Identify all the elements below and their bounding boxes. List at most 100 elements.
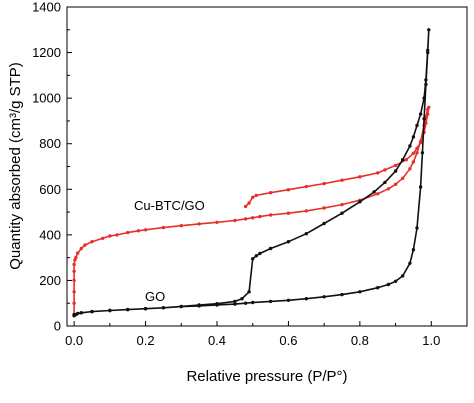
y-tick-label: 1000	[32, 91, 61, 106]
data-point-go	[304, 297, 308, 301]
data-point-cu-btc-go	[72, 301, 76, 305]
x-tick-label: 0.8	[351, 333, 369, 348]
data-point-cu-btc-go	[286, 211, 291, 215]
y-tick-label: 1400	[32, 0, 61, 15]
data-point-go	[286, 240, 291, 244]
x-axis-label: Relative pressure (P/P°)	[186, 368, 347, 385]
data-point-go	[393, 169, 398, 173]
y-tick-label: 800	[39, 136, 61, 151]
data-point-cu-btc-go	[215, 220, 219, 224]
data-point-go	[247, 290, 251, 294]
data-point-cu-btc-go	[286, 188, 291, 192]
data-point-cu-btc-go	[243, 204, 248, 209]
data-point-go	[372, 190, 376, 194]
data-point-go	[79, 311, 84, 315]
data-point-go	[426, 48, 430, 52]
data-point-go	[233, 302, 237, 306]
x-tick-label: 0.6	[279, 333, 297, 348]
data-point-go	[415, 226, 419, 230]
data-point-go	[322, 221, 326, 226]
data-point-go	[401, 274, 405, 278]
data-point-cu-btc-go	[322, 181, 326, 186]
y-tick-label: 200	[39, 273, 61, 288]
data-point-go	[258, 251, 262, 256]
data-point-cu-btc-go	[197, 222, 201, 226]
data-point-cu-btc-go	[251, 216, 255, 220]
data-point-cu-btc-go	[72, 290, 76, 294]
data-point-cu-btc-go	[251, 195, 255, 199]
y-tick-label: 400	[39, 227, 61, 242]
data-point-cu-btc-go	[258, 214, 262, 219]
annotation-go: GO	[145, 289, 165, 304]
data-point-cu-btc-go	[254, 193, 258, 198]
data-point-cu-btc-go	[233, 218, 237, 223]
data-point-go	[408, 144, 412, 148]
data-point-go	[340, 211, 344, 215]
data-point-go	[340, 292, 344, 297]
data-point-cu-btc-go	[426, 112, 430, 116]
data-point-cu-btc-go	[247, 201, 251, 205]
data-point-cu-btc-go	[79, 246, 84, 251]
data-point-go	[251, 257, 255, 261]
series-line-cu-btc-go	[73, 106, 430, 315]
data-point-cu-btc-go	[304, 209, 308, 213]
data-point-go	[383, 180, 387, 185]
data-point-cu-btc-go	[386, 187, 391, 191]
data-point-go	[418, 185, 423, 189]
x-axis-ticks: 0.0 0.2 0.4 0.6 0.8 1.0	[65, 321, 440, 348]
data-point-go	[90, 309, 94, 314]
data-point-go	[422, 96, 426, 100]
data-point-cu-btc-go	[268, 191, 273, 195]
data-point-cu-btc-go	[427, 105, 431, 110]
data-point-go	[420, 151, 425, 155]
y-axis-label: Quantity absorbed (cm³/g STP)	[7, 62, 24, 270]
data-point-go	[215, 302, 219, 306]
data-point-cu-btc-go	[404, 158, 408, 162]
data-point-cu-btc-go	[108, 234, 112, 238]
data-point-cu-btc-go	[243, 217, 248, 221]
data-point-go	[427, 28, 431, 32]
data-point-go	[268, 246, 273, 251]
data-point-cu-btc-go	[76, 251, 80, 255]
data-point-cu-btc-go	[424, 121, 428, 125]
data-point-cu-btc-go	[179, 224, 183, 228]
data-point-go	[415, 123, 419, 128]
x-tick-label: 1.0	[422, 333, 440, 348]
data-point-go	[411, 135, 416, 139]
data-point-go	[143, 307, 148, 311]
data-point-go	[108, 308, 112, 313]
data-point-go	[268, 299, 273, 304]
data-point-cu-btc-go	[408, 167, 412, 171]
data-point-go	[243, 301, 248, 305]
data-point-go	[233, 299, 237, 304]
data-point-cu-btc-go	[383, 168, 387, 172]
data-point-cu-btc-go	[340, 178, 344, 182]
data-point-go	[358, 290, 362, 294]
data-point-go	[358, 200, 362, 204]
data-point-go	[304, 232, 308, 236]
data-point-cu-btc-go	[376, 171, 380, 175]
data-point-cu-btc-go	[418, 140, 423, 145]
data-point-cu-btc-go	[415, 151, 419, 155]
data-point-go	[393, 279, 398, 283]
data-point-go	[179, 304, 183, 309]
data-point-cu-btc-go	[340, 202, 344, 207]
data-point-cu-btc-go	[74, 255, 78, 260]
data-point-go	[254, 254, 258, 258]
data-point-cu-btc-go	[358, 175, 362, 179]
data-point-go	[76, 311, 80, 316]
x-tick-label: 0.4	[208, 333, 226, 348]
data-point-cu-btc-go	[161, 225, 166, 230]
y-tick-label: 600	[39, 182, 61, 197]
data-point-cu-btc-go	[411, 160, 416, 164]
data-point-go	[424, 78, 428, 82]
data-point-cu-btc-go	[136, 229, 141, 233]
data-point-cu-btc-go	[401, 176, 405, 180]
data-point-cu-btc-go	[415, 146, 419, 150]
data-point-cu-btc-go	[90, 240, 94, 244]
data-point-cu-btc-go	[126, 230, 130, 235]
data-point-cu-btc-go	[322, 206, 326, 210]
data-point-cu-btc-go	[72, 269, 76, 273]
data-point-cu-btc-go	[115, 233, 119, 237]
